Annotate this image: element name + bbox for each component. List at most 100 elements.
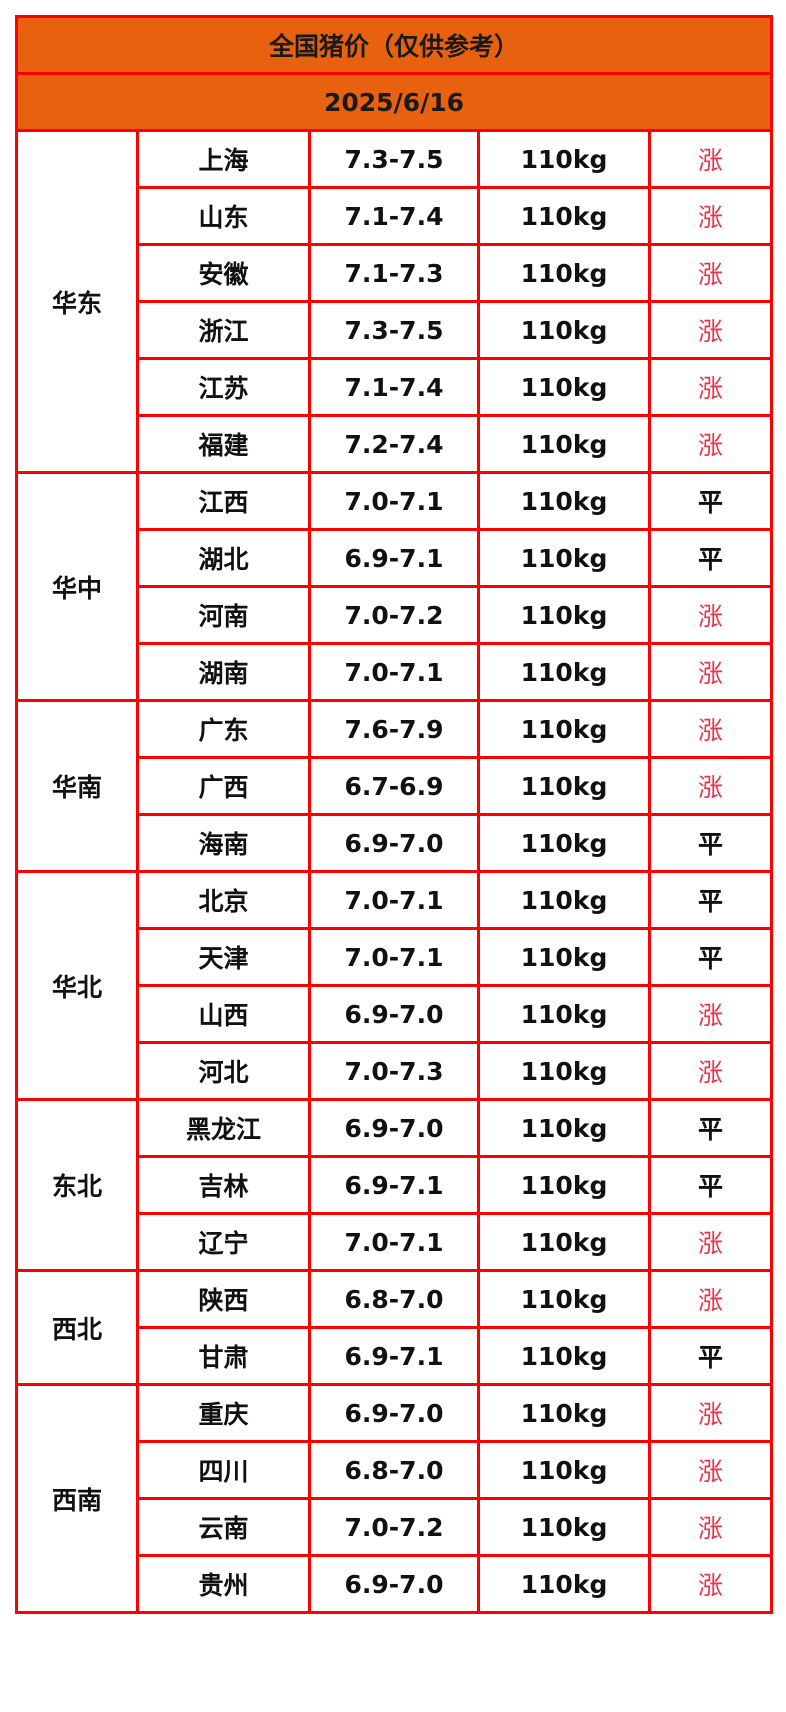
price-cell: 6.9-7.0	[308, 1098, 480, 1158]
trend-cell: 涨	[647, 414, 774, 474]
price-cell: 6.7-6.9	[308, 756, 480, 816]
province-cell: 河北	[136, 1041, 311, 1101]
price-cell: 7.2-7.4	[308, 414, 480, 474]
weight-cell: 110kg	[477, 927, 651, 987]
table-row: 浙江 7.3-7.5 110kg 涨	[17, 300, 774, 360]
price-cell: 6.9-7.1	[308, 1155, 480, 1215]
province-cell: 山东	[136, 186, 311, 246]
province-cell: 四川	[136, 1440, 311, 1500]
title-row: 全国猪价（仅供参考）	[14, 15, 774, 75]
table-row: 华中 江西 7.0-7.1 110kg 平	[15, 471, 774, 702]
trend-cell: 涨	[647, 642, 774, 702]
trend-cell: 涨	[647, 243, 774, 303]
trend-cell: 平	[647, 528, 774, 588]
province-cell: 安徽	[136, 243, 311, 303]
table-row: 海南 6.9-7.0 110kg 平	[17, 813, 774, 873]
weight-cell: 110kg	[477, 1212, 651, 1272]
price-cell: 6.9-7.0	[308, 1383, 480, 1443]
trend-cell: 平	[647, 1098, 774, 1158]
weight-cell: 110kg	[477, 984, 651, 1044]
region-cell: 华东	[15, 129, 139, 474]
trend-cell: 涨	[647, 1269, 774, 1329]
province-cell: 云南	[136, 1497, 311, 1557]
table-row: 贵州 6.9-7.0 110kg 涨	[17, 1554, 774, 1614]
region-cell: 华中	[15, 471, 139, 702]
trend-cell: 平	[647, 927, 774, 987]
table-row: 福建 7.2-7.4 110kg 涨	[17, 414, 774, 474]
weight-cell: 110kg	[477, 186, 651, 246]
trend-cell: 涨	[647, 699, 774, 759]
price-cell: 7.0-7.1	[308, 471, 480, 531]
trend-cell: 涨	[647, 756, 774, 816]
trend-cell: 涨	[647, 357, 774, 417]
price-cell: 6.9-7.1	[308, 1326, 480, 1386]
table-row: 华东 上海 7.3-7.5 110kg 涨	[15, 129, 774, 474]
table-row: 湖南 7.0-7.1 110kg 涨	[17, 642, 774, 702]
weight-cell: 110kg	[477, 813, 651, 873]
province-cell: 黑龙江	[136, 1098, 311, 1158]
province-cell: 北京	[136, 870, 311, 930]
table-row: 广西 6.7-6.9 110kg 涨	[17, 756, 774, 816]
weight-cell: 110kg	[477, 129, 651, 189]
table-row: 河北 7.0-7.3 110kg 涨	[17, 1041, 774, 1101]
trend-cell: 涨	[647, 300, 774, 360]
price-cell: 6.9-7.1	[308, 528, 480, 588]
price-cell: 7.1-7.4	[308, 357, 480, 417]
weight-cell: 110kg	[477, 243, 651, 303]
weight-cell: 110kg	[477, 1383, 651, 1443]
weight-cell: 110kg	[477, 471, 651, 531]
date-row: 2025/6/16	[14, 72, 774, 132]
trend-cell: 涨	[647, 1041, 774, 1101]
trend-cell: 涨	[647, 129, 774, 189]
province-cell: 江西	[136, 471, 311, 531]
weight-cell: 110kg	[477, 699, 651, 759]
table-row: 西南 重庆 6.9-7.0 110kg 涨	[15, 1383, 774, 1614]
trend-cell: 平	[647, 813, 774, 873]
province-cell: 陕西	[136, 1269, 311, 1329]
trend-cell: 涨	[647, 186, 774, 246]
trend-cell: 平	[647, 1326, 774, 1386]
weight-cell: 110kg	[477, 1440, 651, 1500]
table-row: 江苏 7.1-7.4 110kg 涨	[17, 357, 774, 417]
table-row: 辽宁 7.0-7.1 110kg 涨	[17, 1212, 774, 1272]
trend-cell: 平	[647, 1155, 774, 1215]
price-cell: 6.8-7.0	[308, 1269, 480, 1329]
pig-price-table: 全国猪价（仅供参考） 2025/6/16 华东 上海 7.3-7.5 110kg 涨山东…	[14, 15, 774, 1614]
province-cell: 湖南	[136, 642, 311, 702]
price-cell: 7.0-7.1	[308, 642, 480, 702]
weight-cell: 110kg	[477, 1041, 651, 1101]
trend-cell: 涨	[647, 1383, 774, 1443]
weight-cell: 110kg	[477, 357, 651, 417]
table-title: 全国猪价（仅供参考）	[14, 15, 774, 75]
province-cell: 辽宁	[136, 1212, 311, 1272]
table-row: 安徽 7.1-7.3 110kg 涨	[17, 243, 774, 303]
weight-cell: 110kg	[477, 1326, 651, 1386]
weight-cell: 110kg	[477, 1098, 651, 1158]
table-row: 华南 广东 7.6-7.9 110kg 涨	[15, 699, 774, 873]
weight-cell: 110kg	[477, 756, 651, 816]
region-cell: 华南	[15, 699, 139, 873]
table-row: 山西 6.9-7.0 110kg 涨	[17, 984, 774, 1044]
price-cell: 6.8-7.0	[308, 1440, 480, 1500]
price-cell: 7.0-7.2	[308, 1497, 480, 1557]
trend-cell: 涨	[647, 1554, 774, 1614]
province-cell: 重庆	[136, 1383, 311, 1443]
weight-cell: 110kg	[477, 1497, 651, 1557]
price-cell: 6.9-7.0	[308, 1554, 480, 1614]
weight-cell: 110kg	[477, 300, 651, 360]
table-row: 华北 北京 7.0-7.1 110kg 平	[15, 870, 774, 1101]
price-cell: 7.3-7.5	[308, 300, 480, 360]
province-cell: 福建	[136, 414, 311, 474]
table-row: 西北 陕西 6.8-7.0 110kg 涨	[15, 1269, 774, 1386]
table-row: 天津 7.0-7.1 110kg 平	[17, 927, 774, 987]
weight-cell: 110kg	[477, 1269, 651, 1329]
trend-cell: 平	[647, 471, 774, 531]
table-row: 吉林 6.9-7.1 110kg 平	[17, 1155, 774, 1215]
province-cell: 广西	[136, 756, 311, 816]
region-cell: 西北	[15, 1269, 139, 1386]
weight-cell: 110kg	[477, 528, 651, 588]
province-cell: 上海	[136, 129, 311, 189]
table-row: 东北 黑龙江 6.9-7.0 110kg 平	[15, 1098, 774, 1272]
province-cell: 天津	[136, 927, 311, 987]
weight-cell: 110kg	[477, 414, 651, 474]
